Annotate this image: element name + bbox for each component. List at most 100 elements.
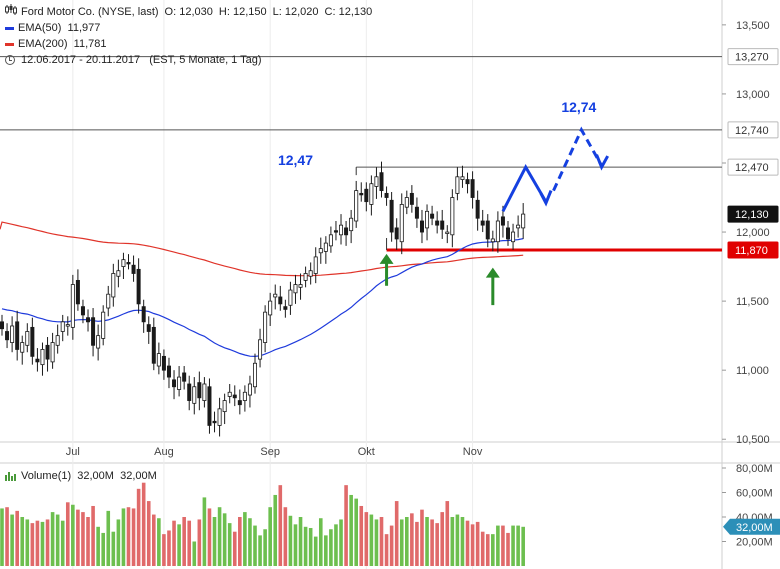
high-value: 12,150 (232, 6, 267, 18)
candle-body (379, 172, 384, 192)
candle-body (75, 279, 80, 305)
x-tick-label: Jul (66, 446, 80, 458)
volume-bar (485, 534, 490, 566)
ema200-line (0, 221, 524, 277)
volume-bar (131, 508, 136, 566)
candlestick-icon (5, 4, 17, 20)
candle-body (511, 231, 516, 243)
candle-body (500, 216, 505, 226)
candle-body (30, 326, 35, 357)
candle-body (394, 227, 399, 240)
candle-body (111, 273, 116, 298)
candle-body (323, 242, 328, 252)
volume-bar (369, 514, 374, 566)
volume-bar (389, 525, 394, 566)
candle-body (55, 335, 60, 346)
ema200-value: 11,781 (73, 38, 107, 50)
volume-bar (273, 494, 278, 566)
candle-body (20, 342, 25, 353)
volume-bar (288, 515, 293, 566)
volume-bar (243, 512, 247, 566)
candle-body (177, 376, 182, 390)
candle-body (227, 391, 232, 397)
candle-body (364, 188, 369, 203)
volume-bar (268, 507, 272, 566)
candle-body (268, 300, 273, 316)
volume-legend: Volume(1) 32,00M 32,00M (5, 470, 157, 482)
price-annotation: 12,47 (278, 152, 313, 168)
volume-bar (496, 525, 500, 566)
candle-body (86, 317, 91, 323)
price-marker-label: 12,130 (735, 209, 769, 221)
candle-body (273, 293, 278, 298)
price-annotation: 12,74 (561, 99, 596, 115)
candle-body (252, 362, 257, 388)
volume-bar (521, 526, 525, 566)
price-marker-label: 12,470 (735, 162, 769, 174)
volume-bar (394, 501, 399, 566)
candle-body (96, 335, 101, 349)
volume-bar (232, 531, 237, 566)
candle-body (440, 220, 445, 230)
candle-body (495, 220, 500, 243)
volume-bar (440, 512, 445, 566)
open-label: O: (164, 6, 177, 18)
volume-bar (349, 494, 353, 566)
candle-body (516, 224, 521, 229)
volume-bar (101, 532, 105, 566)
price-marker-box (727, 121, 779, 139)
candle-body (505, 227, 510, 240)
volume-bar (76, 509, 80, 566)
candle-body (65, 324, 70, 327)
volume-bar (25, 519, 30, 566)
volume-bar (501, 525, 505, 566)
support-arrow-head (485, 267, 500, 278)
ema50-legend-row[interactable]: EMA(50) 11,977 (5, 20, 372, 36)
volume-bar (313, 536, 318, 566)
candle-body (328, 234, 333, 247)
forecast-path-dashed (552, 126, 603, 192)
open-value: 12,030 (179, 6, 213, 18)
candle-body (445, 231, 450, 234)
volume-bars-icon (5, 471, 17, 481)
volume-bar (248, 518, 252, 566)
volume-bar (116, 519, 121, 566)
volume-bar (35, 520, 40, 566)
candle-body (384, 192, 389, 198)
candle-body (217, 408, 222, 426)
candle-body (172, 379, 177, 388)
candle-body (293, 284, 298, 294)
volume-bar (359, 505, 364, 566)
candle-body (490, 238, 495, 243)
volume-bar (50, 512, 55, 566)
price-marker-box (727, 205, 779, 223)
volume-bar (334, 524, 338, 566)
volume-bar (10, 514, 14, 566)
candle-body (212, 420, 217, 424)
volume-bar (303, 526, 308, 566)
volume-bar (136, 488, 141, 566)
volume-bar (212, 517, 217, 566)
candle-body (339, 224, 344, 236)
y-tick-label: 11,500 (736, 296, 769, 308)
candle-body (45, 344, 50, 360)
volume-bar (455, 514, 460, 566)
candle-body (288, 289, 293, 306)
price-marker-box (727, 158, 779, 176)
ema200-legend-row[interactable]: EMA(200) 11,781 (5, 36, 372, 52)
period-info: (EST, 5 Monate, 1 Tag) (149, 54, 262, 66)
candle-body (80, 306, 85, 316)
close-label: C: (324, 6, 336, 18)
y-tick-label: 11,000 (736, 365, 769, 377)
volume-bar (253, 525, 257, 566)
volume-bar (344, 485, 348, 566)
volume-bar (172, 520, 176, 566)
candle-body (485, 220, 490, 240)
volume-value-1: 32,00M (77, 470, 114, 482)
candle-body (369, 183, 374, 205)
volume-bar (430, 519, 434, 566)
volume-bar (187, 520, 192, 566)
current-volume-marker (723, 518, 780, 535)
